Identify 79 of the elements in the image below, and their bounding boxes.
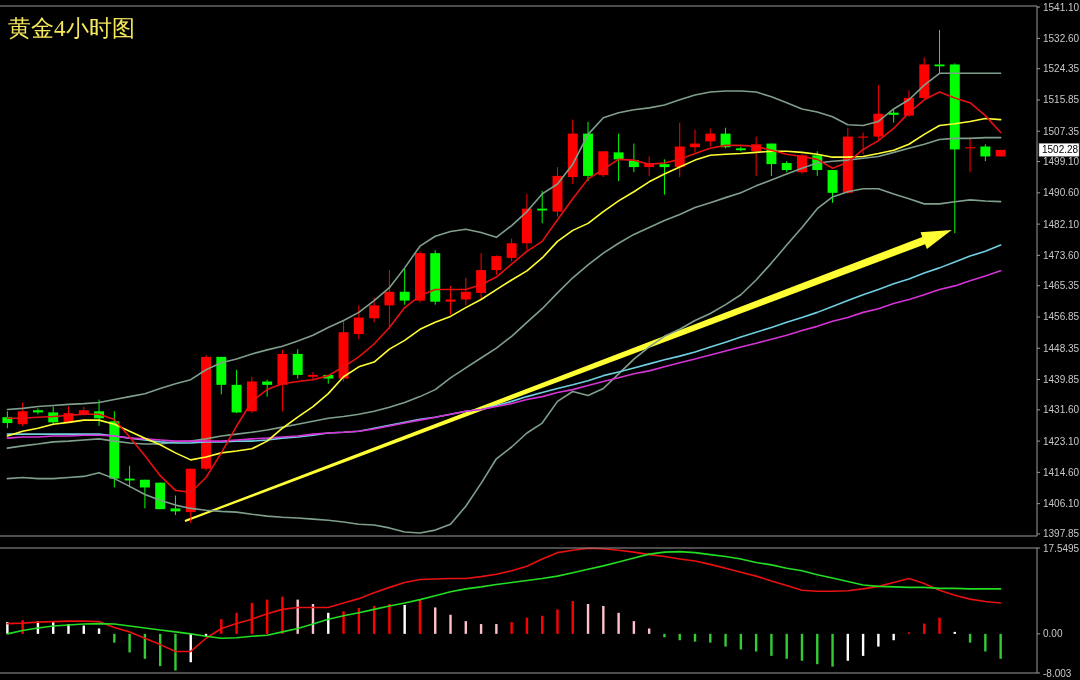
bar: [342, 611, 345, 634]
y-tick-label: 1414.60: [1043, 466, 1080, 478]
bar: [388, 604, 391, 634]
candlestick: [292, 348, 303, 380]
bar: [663, 633, 666, 638]
line-series: [6, 72, 1002, 411]
candlestick: [858, 132, 869, 155]
bar: [97, 628, 101, 634]
y-tick-label: 1499.10: [1043, 156, 1080, 168]
bar: [999, 633, 1002, 659]
bar: [938, 617, 941, 634]
y-tick-label: 1473.60: [1043, 249, 1080, 261]
candlestick: [353, 304, 364, 340]
line-series: [6, 550, 1002, 640]
candlestick: [139, 479, 150, 509]
candlestick: [399, 268, 410, 306]
candlestick: [735, 146, 746, 152]
candlestick: [598, 150, 609, 178]
line-series: [6, 188, 1002, 534]
bar: [647, 628, 651, 634]
candlestick: [491, 254, 502, 276]
y-tick-label: 1465.35: [1043, 280, 1080, 292]
bar: [495, 624, 498, 634]
bar: [892, 633, 895, 641]
bar: [403, 604, 406, 634]
y-tick-label: 1423.10: [1043, 435, 1080, 447]
line-series: [6, 547, 1002, 653]
candlestick: [873, 84, 884, 142]
candlestick: [17, 401, 28, 427]
bar: [113, 633, 116, 643]
y-tick-label: 17.5495: [1043, 542, 1080, 554]
bar: [235, 612, 238, 634]
y-tick-label: 1406.10: [1043, 498, 1080, 510]
y-tick-label: 1490.60: [1043, 187, 1080, 199]
candlestick: [705, 127, 716, 147]
candlestick: [369, 297, 380, 323]
y-tick-label: 1439.85: [1043, 374, 1080, 385]
bar: [785, 633, 788, 659]
candlestick: [170, 495, 181, 516]
bar: [449, 614, 452, 634]
candlestick: [965, 137, 976, 173]
chart-title: 黄金4小时图: [8, 16, 135, 41]
y-tick-label: 1524.35: [1043, 63, 1080, 75]
bar: [602, 605, 605, 634]
text: 1502.28: [1042, 144, 1079, 156]
candlestick: [506, 237, 517, 262]
candlestick: [674, 122, 685, 178]
y-tick-label: 1431.60: [1043, 404, 1080, 416]
bar: [831, 633, 834, 667]
y-tick-label: 1541.10: [1043, 1, 1080, 13]
bar: [617, 612, 620, 634]
bar: [281, 596, 284, 634]
candlestick: [460, 277, 471, 306]
candlestick: [308, 371, 318, 381]
y-tick-label: 1456.85: [1043, 311, 1080, 323]
y-tick-label: 1515.85: [1043, 94, 1080, 106]
candlestick: [384, 269, 395, 330]
bar: [984, 633, 987, 652]
candlestick: [659, 158, 670, 196]
y-tick-label: -8.003: [1043, 667, 1072, 679]
y-tick-label: 1507.35: [1043, 125, 1080, 137]
y-tick-label: 1532.60: [1043, 32, 1080, 44]
bar: [724, 633, 727, 647]
bar: [877, 633, 880, 647]
candlestick: [934, 29, 945, 74]
bar: [128, 633, 131, 653]
y-tick-label: 1397.85: [1043, 528, 1080, 540]
candlestick: [476, 252, 487, 300]
candlestick: [262, 379, 273, 398]
y-tick-label: 0.00: [1043, 628, 1063, 640]
candlestick: [32, 407, 43, 415]
bar: [770, 633, 773, 656]
bar: [174, 633, 177, 671]
candlestick: [613, 133, 624, 182]
bar: [556, 609, 559, 634]
candlestick: [827, 169, 838, 204]
y-tick-label: 1482.10: [1043, 218, 1080, 230]
bar: [510, 622, 513, 634]
y-tick-label: 1448.35: [1043, 342, 1080, 354]
